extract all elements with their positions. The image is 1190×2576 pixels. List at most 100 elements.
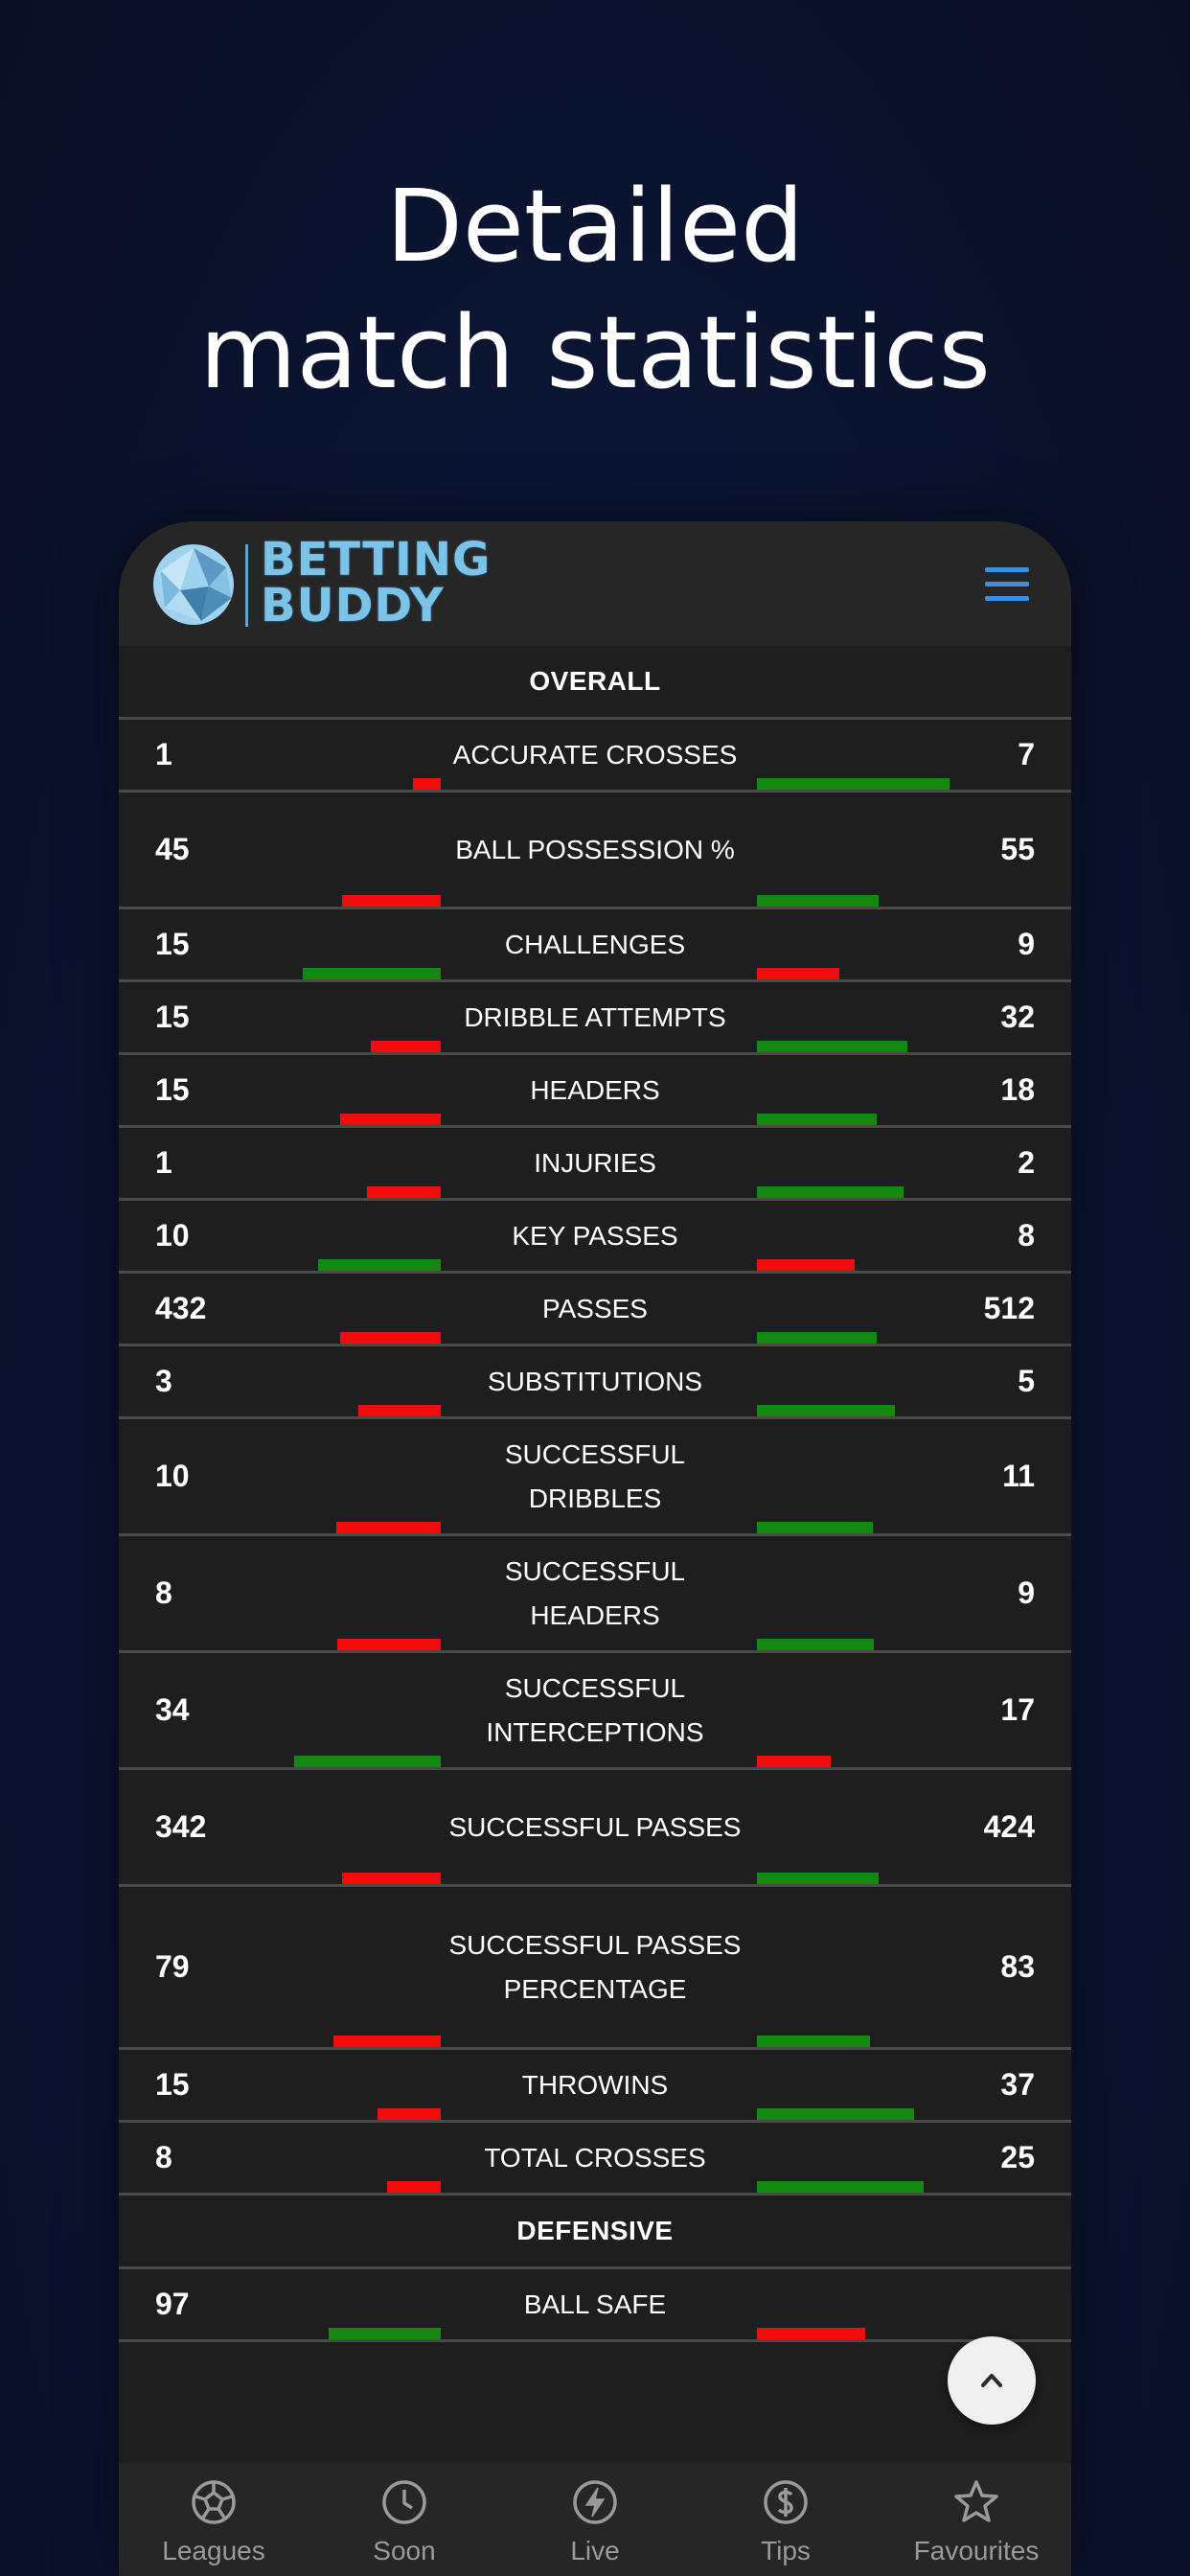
stat-label: SUCCESSFUL INTERCEPTIONS <box>486 1672 704 1747</box>
chevron-up-icon <box>981 2374 1002 2387</box>
home-value: 432 <box>155 1291 207 1325</box>
home-bar <box>340 1114 441 1125</box>
away-value: 7 <box>1018 737 1035 771</box>
home-value: 15 <box>155 927 190 961</box>
away-value: 11 <box>1002 1459 1035 1493</box>
stat-row: 10 KEY PASSES 8 <box>119 1201 1071 1274</box>
stat-label: DRIBBLE ATTEMPTS <box>464 1001 726 1032</box>
stat-label: ACCURATE CROSSES <box>452 739 738 770</box>
hamburger-menu-icon[interactable] <box>985 567 1029 602</box>
home-value: 1 <box>155 1145 172 1180</box>
away-value: 9 <box>1018 1576 1035 1610</box>
home-bar <box>318 1259 441 1271</box>
away-bar <box>757 1041 907 1052</box>
stat-label: INJURIES <box>534 1147 656 1178</box>
app-logo[interactable]: BETTING BUDDY <box>261 537 491 629</box>
home-value: 8 <box>155 1576 172 1610</box>
home-value: 34 <box>155 1692 190 1727</box>
app-bar: BETTING BUDDY <box>119 521 1071 646</box>
away-bar <box>757 1522 873 1533</box>
stat-row: 15 HEADERS 18 <box>119 1055 1071 1128</box>
home-value: 15 <box>155 2067 190 2102</box>
logo-text-line-1: BETTING <box>261 533 492 586</box>
soccer-ball-icon <box>192 2480 236 2524</box>
nav-live[interactable]: Live <box>500 2463 690 2576</box>
away-value: 25 <box>1000 2140 1035 2174</box>
home-bar <box>387 2181 441 2193</box>
lightning-icon <box>573 2480 617 2524</box>
stat-row: 15 DRIBBLE ATTEMPTS 32 <box>119 982 1071 1055</box>
home-bar <box>294 1756 441 1767</box>
away-bar <box>757 778 950 790</box>
home-value: 15 <box>155 1000 190 1034</box>
stat-label: SUCCESSFUL PASSES <box>448 1811 742 1842</box>
headline-line-2: match statistics <box>199 294 991 411</box>
home-bar <box>358 1405 441 1416</box>
home-value: 45 <box>155 832 190 866</box>
bottom-navigation: Leagues Soon Live Tips <box>119 2463 1071 2576</box>
nav-favourites-label: Favourites <box>913 2536 1040 2565</box>
away-value: 17 <box>1000 1692 1035 1727</box>
home-bar <box>367 1186 441 1198</box>
stat-row: 342 SUCCESSFUL PASSES 424 <box>119 1770 1071 1887</box>
away-value: 18 <box>1000 1072 1035 1107</box>
home-value: 8 <box>155 2140 172 2174</box>
away-bar <box>757 2328 865 2339</box>
nav-tips-label: Tips <box>761 2536 811 2565</box>
stat-row: 97 BALL SAFE <box>119 2269 1071 2342</box>
stat-row: 79 SUCCESSFUL PASSES PERCENTAGE 83 <box>119 1887 1071 2050</box>
stat-row: 1 INJURIES 2 <box>119 1128 1071 1201</box>
stat-row: 8 SUCCESSFUL HEADERS 9 <box>119 1536 1071 1653</box>
scroll-to-top-button[interactable] <box>948 2336 1036 2425</box>
away-bar <box>757 895 879 907</box>
home-bar <box>329 2328 441 2339</box>
away-bar <box>757 1639 874 1650</box>
away-value: 2 <box>1018 1145 1035 1180</box>
stat-label: SUCCESSFUL PASSES PERCENTAGE <box>448 1929 742 2004</box>
stat-row: 10 SUCCESSFUL DRIBBLES 11 <box>119 1419 1071 1536</box>
nav-soon-label: Soon <box>373 2536 436 2565</box>
home-value: 10 <box>155 1218 190 1253</box>
home-value: 1 <box>155 737 172 771</box>
nav-soon[interactable]: Soon <box>309 2463 499 2576</box>
away-bar <box>757 1332 877 1344</box>
away-bar <box>757 2181 924 2193</box>
home-bar <box>337 1639 441 1650</box>
home-bar <box>371 1041 441 1052</box>
section-header: DEFENSIVE <box>119 2196 1071 2269</box>
star-icon <box>954 2480 998 2522</box>
home-bar <box>303 968 441 979</box>
home-bar <box>342 1873 441 1884</box>
nav-tips[interactable]: Tips <box>691 2463 881 2576</box>
home-value: 15 <box>155 1072 190 1107</box>
dollar-icon <box>764 2480 808 2524</box>
stat-label: KEY PASSES <box>512 1220 678 1251</box>
home-value: 342 <box>155 1809 207 1844</box>
stat-label: SUCCESSFUL DRIBBLES <box>504 1438 686 1513</box>
nav-favourites[interactable]: Favourites <box>881 2463 1071 2576</box>
headline: Detailed match statistics <box>0 163 1190 416</box>
away-value: 9 <box>1018 927 1035 961</box>
away-bar <box>757 968 839 979</box>
stats-list: OVERALL 1 ACCURATE CROSSES 7 45 BALL POSSESSI… <box>119 646 1071 2342</box>
home-bar <box>340 1332 441 1344</box>
away-bar <box>757 1186 904 1198</box>
nav-leagues[interactable]: Leagues <box>119 2463 309 2576</box>
stat-label: CHALLENGES <box>504 929 686 959</box>
away-bar <box>757 1114 877 1125</box>
home-value: 97 <box>155 2287 190 2321</box>
home-value: 3 <box>155 1364 172 1398</box>
away-value: 424 <box>983 1809 1035 1844</box>
stat-label: SUCCESSFUL HEADERS <box>504 1555 686 1630</box>
away-value: 37 <box>1000 2067 1035 2102</box>
away-bar <box>757 1259 855 1271</box>
stat-label: PASSES <box>542 1293 648 1323</box>
stat-label: BALL SAFE <box>523 2288 667 2319</box>
stat-label: SUBSTITUTIONS <box>487 1366 702 1396</box>
stat-row: 15 CHALLENGES 9 <box>119 909 1071 982</box>
away-bar <box>757 1405 895 1416</box>
stat-row: 34 SUCCESSFUL INTERCEPTIONS 17 <box>119 1653 1071 1770</box>
away-value: 8 <box>1018 1218 1035 1253</box>
stat-row: 8 TOTAL CROSSES 25 <box>119 2123 1071 2196</box>
stat-label: THROWINS <box>521 2069 669 2100</box>
